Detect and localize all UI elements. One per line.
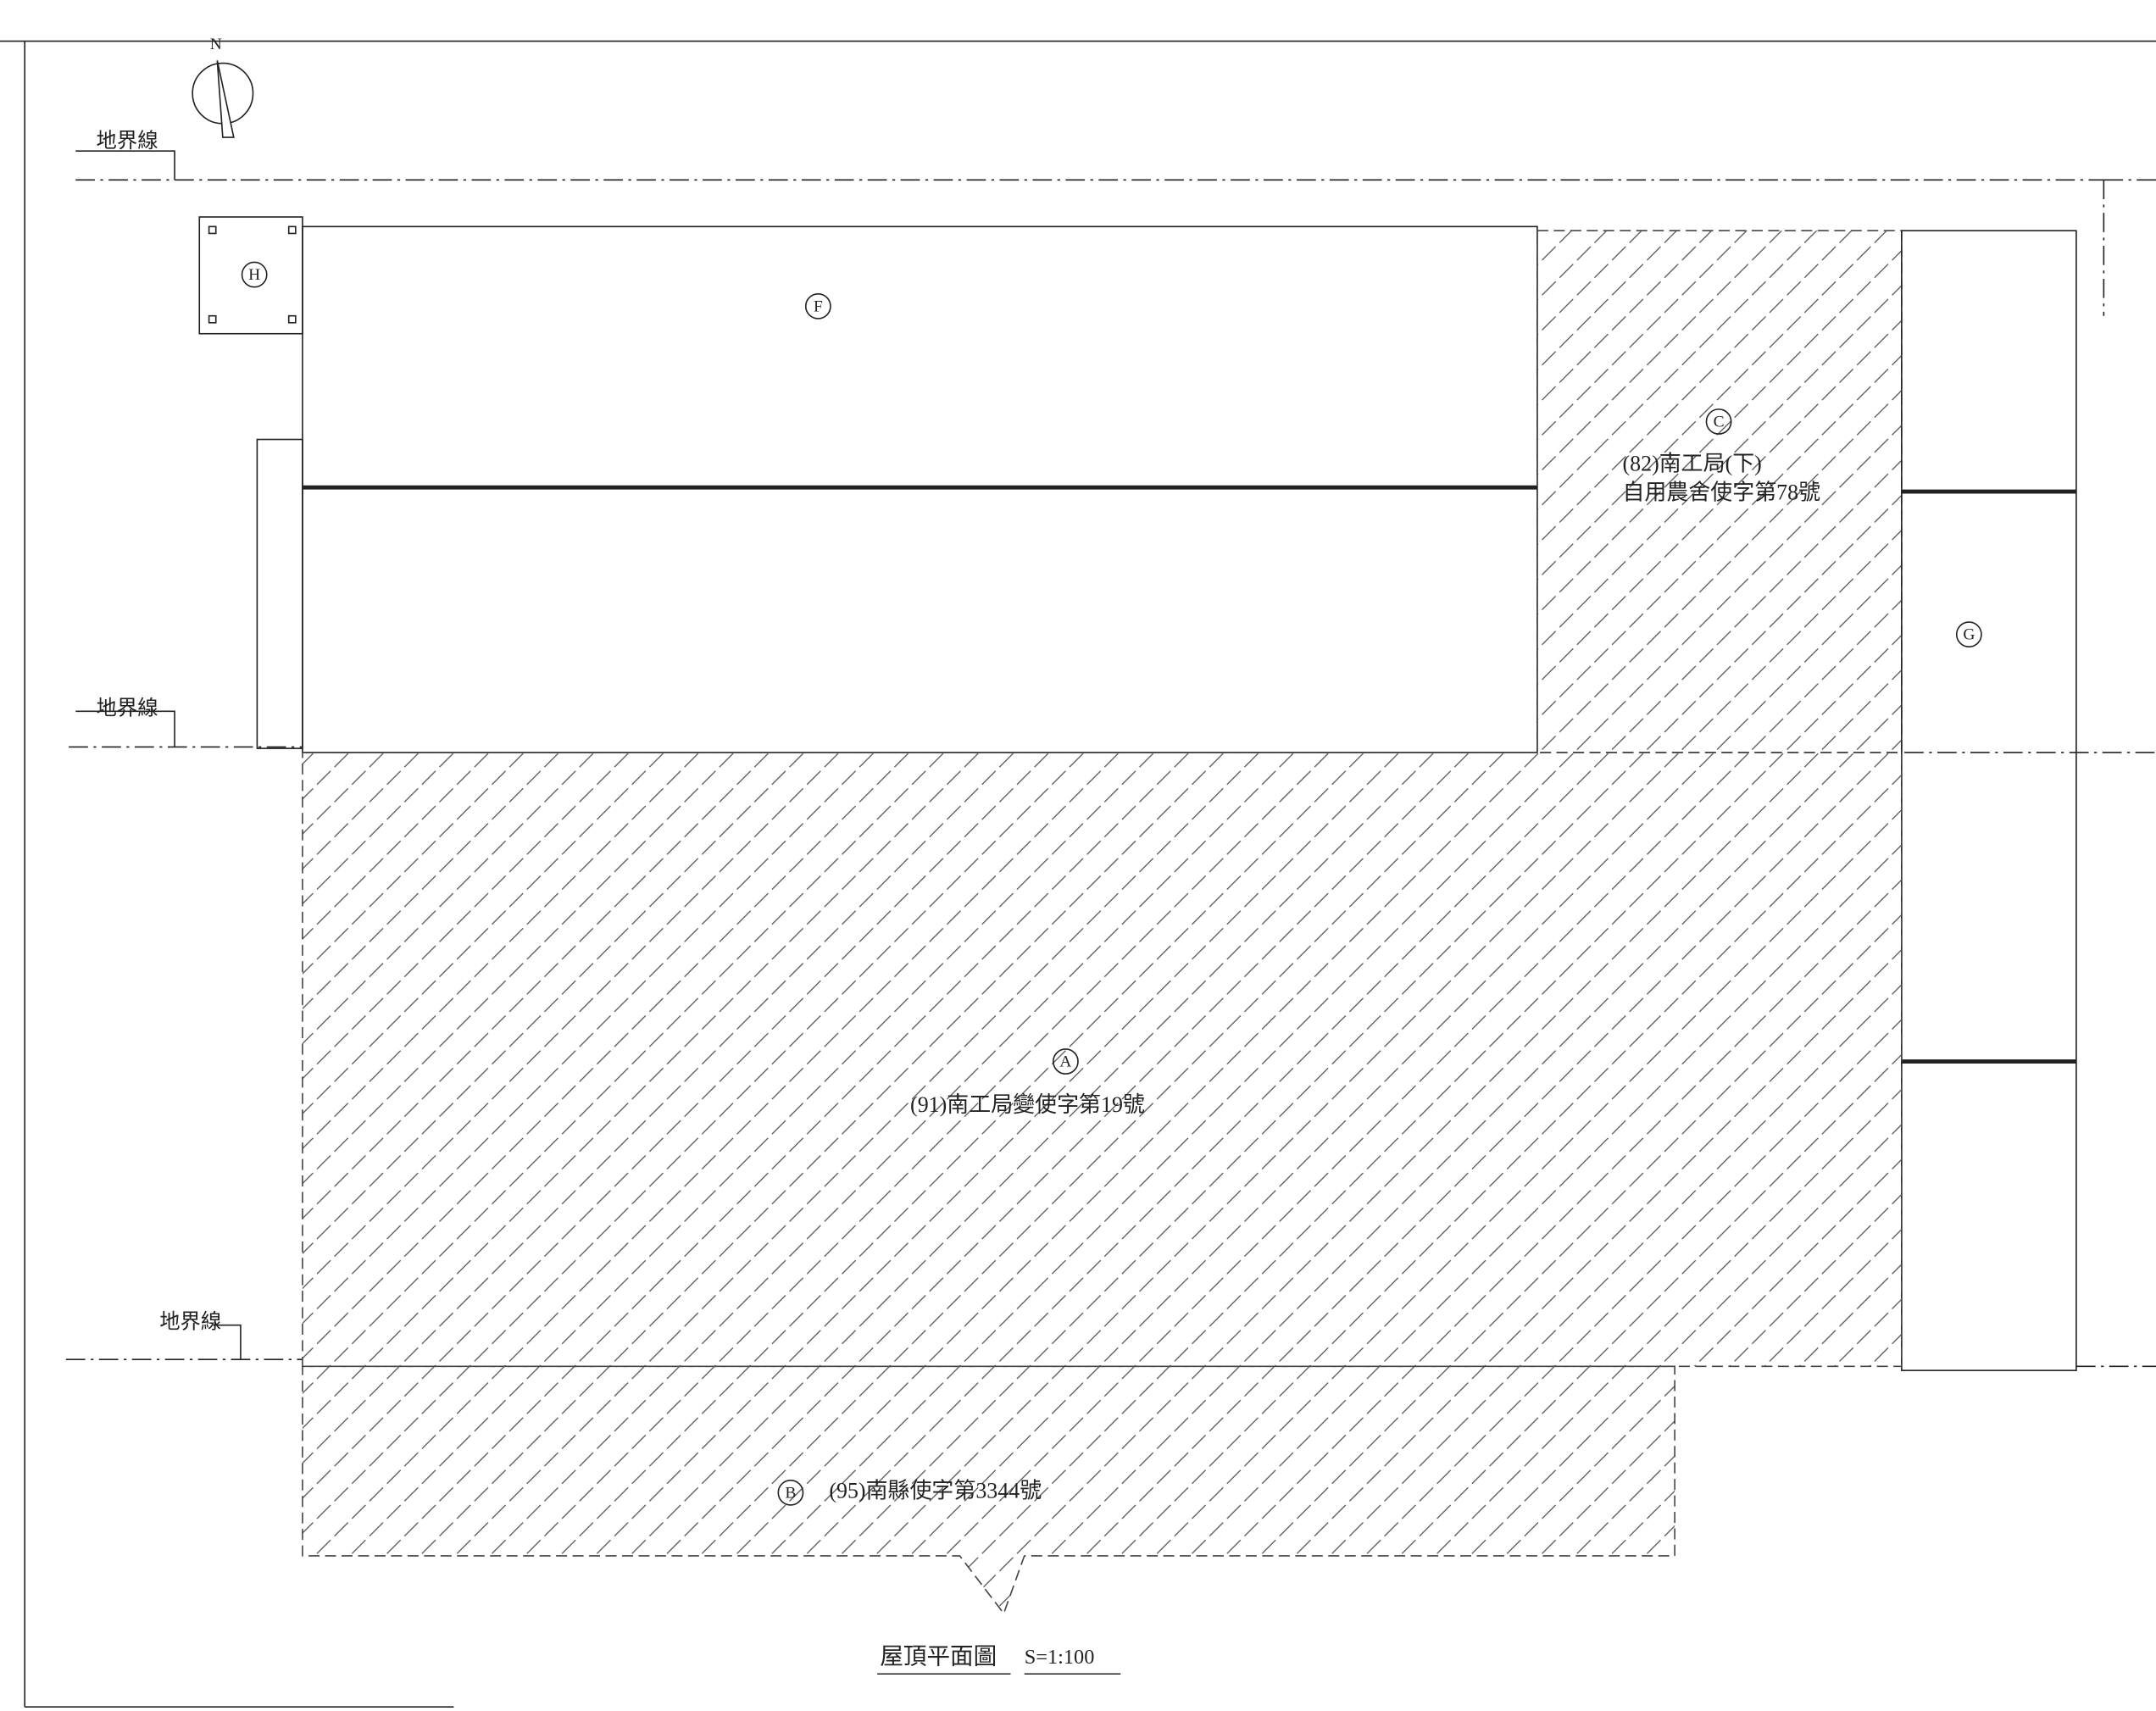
region-a xyxy=(302,752,1903,1368)
drawing-title: 屋頂平面圖 xyxy=(880,1643,997,1669)
region-note: (82)南工局(下) xyxy=(1622,451,1761,475)
boundary-lines xyxy=(65,150,2156,1368)
region-id: H xyxy=(248,266,260,284)
stair xyxy=(256,438,303,749)
region-b xyxy=(302,1365,1675,1615)
region-c xyxy=(1536,230,1903,753)
region-id: B xyxy=(785,1484,796,1502)
north-label: N xyxy=(210,36,222,53)
region-g xyxy=(1901,230,2077,1371)
boundary-label: 地界線 xyxy=(97,130,158,153)
labels: A (91)南工局變使字第19號 B (95)南縣使字第3344號 C (82)… xyxy=(241,261,1982,1506)
boundary-label: 地界線 xyxy=(159,1311,221,1334)
region-note: (95)南縣使字第3344號 xyxy=(829,1478,1042,1503)
boundary-label: 地界線 xyxy=(97,697,158,719)
region-note: 自用農舍使字第78號 xyxy=(1622,480,1820,504)
drawing-scale: S=1:100 xyxy=(1025,1646,1095,1669)
north-arrow: N xyxy=(192,36,254,138)
region-id: C xyxy=(1714,414,1725,431)
region-id: F xyxy=(814,297,823,315)
region-id: A xyxy=(1059,1053,1071,1071)
region-id: G xyxy=(1963,626,1975,644)
region-note: (91)南工局變使字第19號 xyxy=(910,1092,1145,1117)
